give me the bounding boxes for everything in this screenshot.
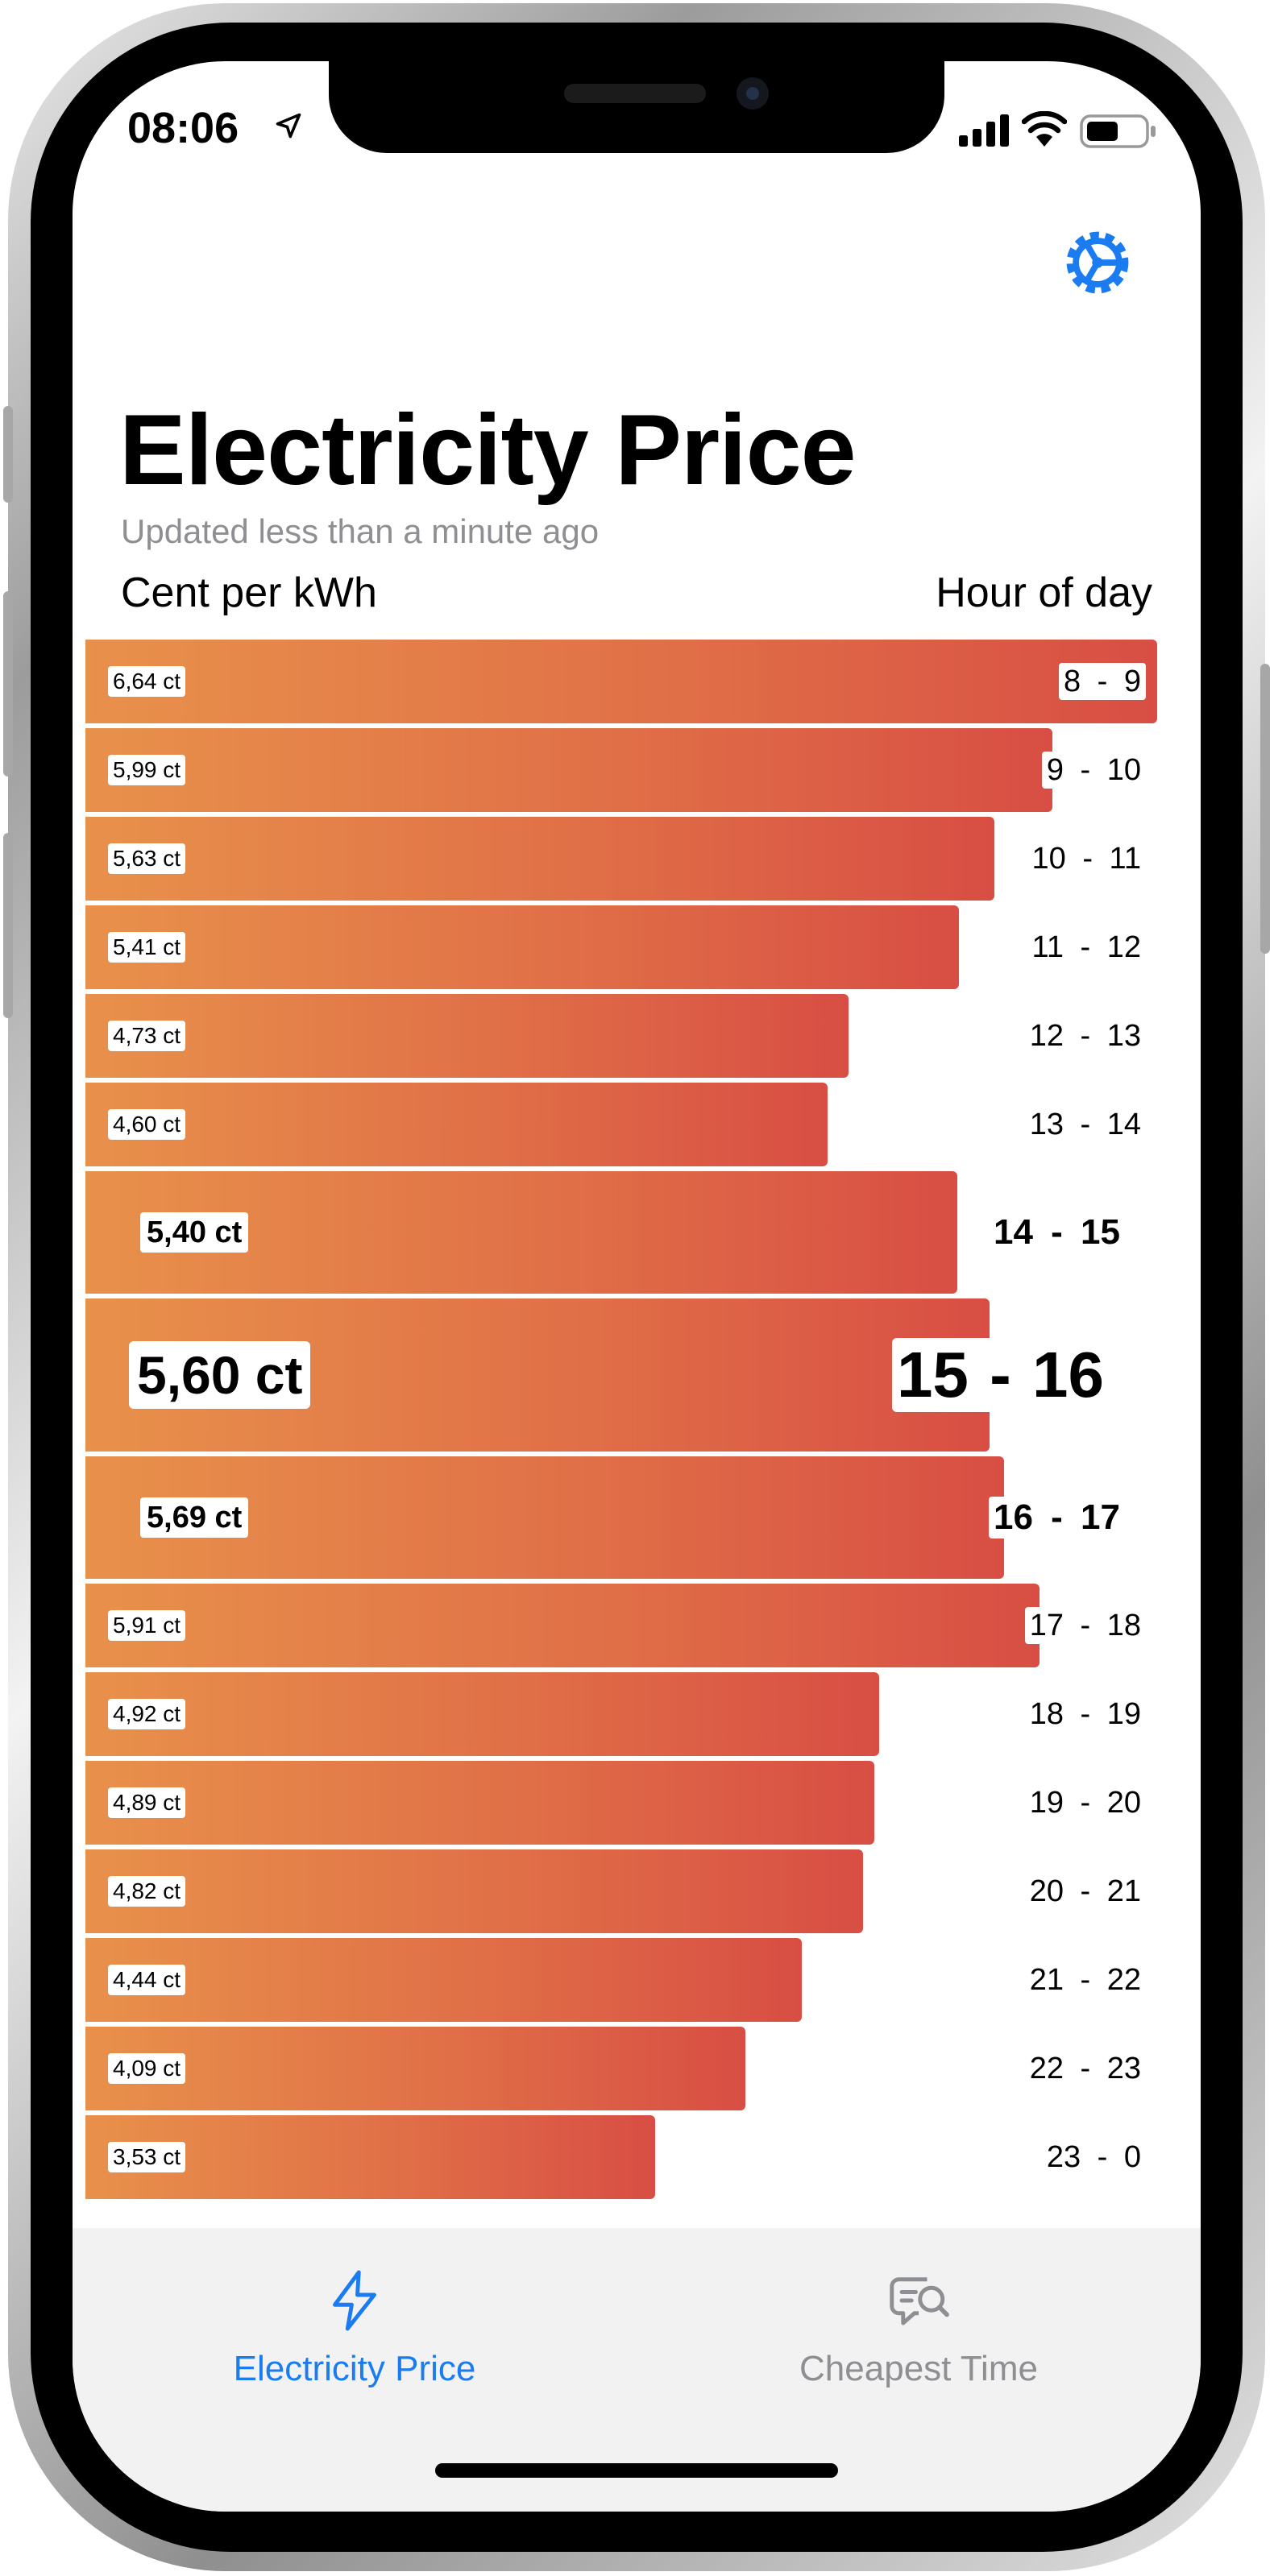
price-label: 6,64 ct bbox=[108, 666, 186, 697]
price-bar bbox=[85, 1761, 874, 1845]
volume-up-button bbox=[3, 591, 13, 777]
price-bar bbox=[85, 2027, 745, 2110]
price-bar bbox=[85, 817, 994, 901]
price-bar bbox=[85, 640, 1157, 723]
status-time: 08:06 bbox=[127, 104, 239, 152]
price-label: 4,92 ct bbox=[108, 1699, 186, 1729]
hour-label: 14 - 15 bbox=[994, 1212, 1120, 1252]
hour-label: 15 - 16 bbox=[891, 1338, 1109, 1412]
price-bar bbox=[85, 1584, 1040, 1667]
price-bar bbox=[85, 1849, 863, 1933]
hour-label: 11 - 12 bbox=[1031, 930, 1141, 964]
price-label: 4,73 ct bbox=[108, 1021, 186, 1051]
price-label: 3,53 ct bbox=[108, 2142, 186, 2172]
price-label: 5,99 ct bbox=[108, 755, 186, 785]
price-label: 5,91 ct bbox=[108, 1610, 186, 1641]
hour-label: 18 - 19 bbox=[1029, 1697, 1141, 1731]
battery-icon bbox=[1080, 114, 1156, 148]
price-label: 4,82 ct bbox=[108, 1876, 186, 1907]
location-arrow-icon bbox=[276, 113, 301, 139]
hour-label: 12 - 13 bbox=[1029, 1019, 1141, 1053]
speaker bbox=[564, 84, 706, 103]
updated-timestamp: Updated less than a minute ago bbox=[121, 512, 600, 550]
price-bar bbox=[85, 905, 959, 989]
notch bbox=[329, 61, 944, 153]
message-search-icon bbox=[890, 2277, 949, 2325]
wifi-icon bbox=[1022, 111, 1067, 147]
price-label: 5,41 ct bbox=[108, 932, 186, 963]
tab-label: Electricity Price bbox=[233, 2349, 476, 2388]
price-chart: 6,64 ct 8 - 9 5,99 ct 9 - 10 5,63 ct 10 - 11 5… bbox=[85, 640, 1157, 2225]
hour-label: 16 - 17 bbox=[989, 1497, 1125, 1539]
hour-label: 10 - 11 bbox=[1031, 842, 1141, 876]
power-button bbox=[1260, 664, 1270, 954]
page-title: Electricity Price bbox=[119, 395, 857, 506]
hour-label: 21 - 22 bbox=[1029, 1963, 1141, 1997]
home-indicator bbox=[435, 2463, 838, 2478]
hour-label: 9 - 10 bbox=[1041, 752, 1146, 789]
front-camera bbox=[737, 77, 769, 110]
cellular-signal-icon bbox=[959, 114, 1009, 147]
y-axis-label: Cent per kWh bbox=[121, 569, 377, 616]
screen: 08:06 Electricity Pri bbox=[73, 61, 1201, 2512]
price-bar bbox=[85, 1083, 828, 1166]
price-label: 4,44 ct bbox=[108, 1965, 186, 1995]
price-label: 5,40 ct bbox=[140, 1212, 249, 1253]
price-bar bbox=[85, 1938, 802, 2022]
hour-label: 17 - 18 bbox=[1024, 1607, 1146, 1644]
tab-label: Cheapest Time bbox=[799, 2349, 1038, 2388]
price-label: 4,89 ct bbox=[108, 1787, 186, 1818]
hour-label: 23 - 0 bbox=[1046, 2140, 1141, 2174]
bolt-icon bbox=[333, 2270, 376, 2331]
hour-label: 19 - 20 bbox=[1029, 1786, 1141, 1820]
x-axis-label: Hour of day bbox=[936, 569, 1152, 616]
gear-icon[interactable] bbox=[1059, 224, 1136, 301]
tab-electricity-price[interactable]: Electricity Price bbox=[73, 2228, 637, 2421]
price-label: 5,69 ct bbox=[140, 1497, 249, 1538]
hour-label: 22 - 23 bbox=[1029, 2052, 1141, 2085]
price-label: 4,09 ct bbox=[108, 2053, 186, 2084]
price-label: 5,63 ct bbox=[108, 843, 186, 874]
price-label: 5,60 ct bbox=[129, 1341, 311, 1409]
price-bar bbox=[85, 1672, 879, 1756]
hour-label: 20 - 21 bbox=[1029, 1874, 1141, 1908]
mute-switch bbox=[3, 406, 13, 503]
price-bar bbox=[85, 728, 1052, 812]
price-label: 4,60 ct bbox=[108, 1109, 186, 1140]
volume-down-button bbox=[3, 833, 13, 1018]
hour-label: 13 - 14 bbox=[1029, 1108, 1141, 1141]
tab-cheapest-time[interactable]: Cheapest Time bbox=[637, 2228, 1201, 2421]
hour-label: 8 - 9 bbox=[1058, 663, 1146, 700]
price-bar bbox=[85, 994, 849, 1078]
